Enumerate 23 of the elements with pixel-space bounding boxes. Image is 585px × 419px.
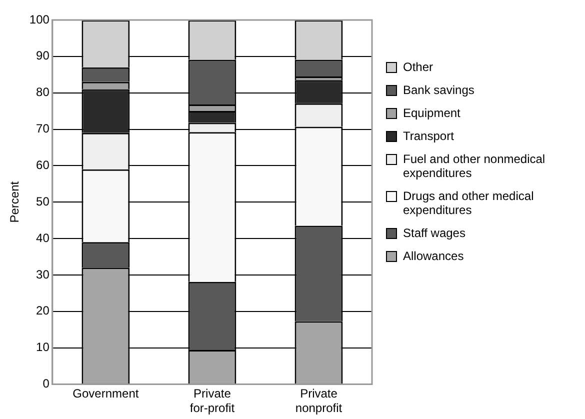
y-tick-label: 90 bbox=[36, 48, 50, 63]
y-tick-label: 40 bbox=[36, 230, 50, 245]
legend-label: Allowances bbox=[403, 249, 464, 263]
x-tick-label: Private for-profit bbox=[190, 386, 236, 416]
y-tick-label: 60 bbox=[36, 158, 50, 172]
y-tick-label: 100 bbox=[29, 12, 50, 26]
legend-label: Transport bbox=[403, 129, 454, 143]
y-axis-title: Percent bbox=[8, 180, 22, 223]
legend-label: Fuel and other nonmedical expenditures bbox=[403, 152, 546, 180]
y-tick-label: 30 bbox=[36, 267, 50, 282]
x-tick-label: Private nonprofit bbox=[295, 386, 343, 416]
y-tick-label: 50 bbox=[36, 194, 50, 208]
legend-label: Equipment bbox=[403, 106, 460, 120]
y-tick-label: 0 bbox=[42, 376, 50, 391]
y-tick-label: 70 bbox=[36, 122, 50, 136]
legend-label: Staff wages bbox=[403, 226, 466, 240]
text: Drugs and other medical expenditures bbox=[403, 189, 535, 217]
y-tick-label: 20 bbox=[36, 304, 50, 318]
y-tick-label: 80 bbox=[36, 85, 50, 100]
x-tick-label: Government bbox=[72, 386, 140, 401]
legend-label: Other bbox=[403, 60, 434, 74]
y-tick-label: 10 bbox=[36, 340, 50, 354]
legend-label: Bank savings bbox=[403, 83, 474, 97]
